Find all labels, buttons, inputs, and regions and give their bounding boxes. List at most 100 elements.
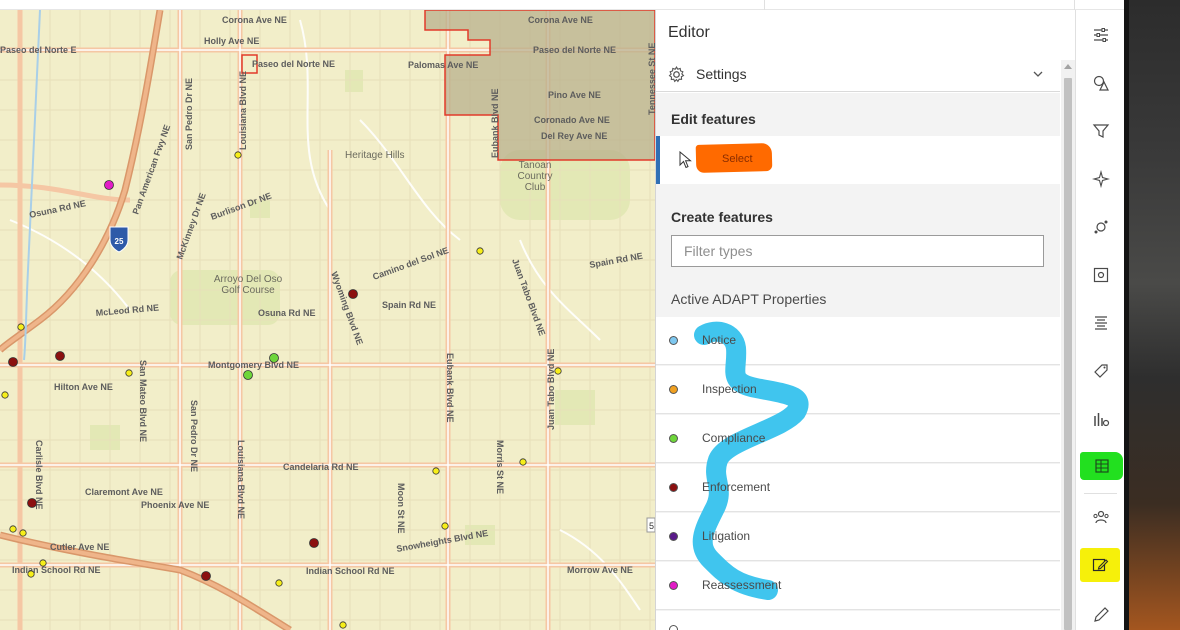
street-label: Osuna Rd NE <box>258 308 316 318</box>
map-point-feature[interactable] <box>27 498 37 508</box>
svg-text:5: 5 <box>649 521 654 531</box>
map-point-feature[interactable] <box>269 353 279 363</box>
map-point-feature[interactable] <box>234 151 242 159</box>
map-point-feature[interactable] <box>275 579 283 587</box>
map-point-feature[interactable] <box>432 467 440 475</box>
layer-row-litigation[interactable]: Litigation <box>656 513 1060 561</box>
sliders-icon[interactable] <box>1084 18 1117 51</box>
settings-row[interactable]: Settings <box>656 58 1060 92</box>
map-point-feature[interactable] <box>1 391 9 399</box>
street-label: Tennessee St NE <box>647 43 655 115</box>
inspection-symbol-icon <box>669 385 678 394</box>
layer-label: Reassessment <box>702 578 782 592</box>
street-label: Indian School Rd NE <box>306 566 395 576</box>
street-label: Morris St NE <box>495 440 505 494</box>
street-label: Louisiana Blvd NE <box>236 440 246 519</box>
layer-row-compliance[interactable]: Compliance <box>656 415 1060 463</box>
place-label: Tanoan Country Club <box>517 160 552 193</box>
street-label: Corona Ave NE <box>528 15 593 25</box>
layer-label: Inspection <box>702 382 757 396</box>
align-icon[interactable] <box>1084 306 1117 339</box>
shapes-icon[interactable] <box>1084 66 1117 99</box>
top-toolbar-strip <box>0 0 1124 10</box>
editor-scrollbar[interactable] <box>1061 60 1075 630</box>
layer-row-notice[interactable]: Notice <box>656 317 1060 365</box>
street-label: Morrow Ave NE <box>567 565 633 575</box>
map-point-feature[interactable] <box>441 522 449 530</box>
map-point-feature[interactable] <box>17 323 25 331</box>
settings-box-icon[interactable] <box>1084 258 1117 291</box>
map-point-feature[interactable] <box>8 357 18 367</box>
compliance-symbol-icon <box>669 434 678 443</box>
street-label: Juan Tabo Blvd NE <box>546 349 556 430</box>
sparkle-icon[interactable] <box>1084 162 1117 195</box>
map-point-feature[interactable] <box>39 559 47 567</box>
street-label: Montgomery Blvd NE <box>208 360 299 370</box>
tag-icon[interactable] <box>1084 354 1117 387</box>
street-label: Phoenix Ave NE <box>141 500 209 510</box>
group-icon[interactable] <box>1084 500 1117 533</box>
map-point-feature[interactable] <box>554 367 562 375</box>
street-label: Candelaria Rd NE <box>283 462 359 472</box>
analysis-icon[interactable] <box>1084 402 1117 435</box>
map-point-feature[interactable] <box>9 525 17 533</box>
window-edge <box>1124 0 1129 630</box>
layer-symbol-icon <box>669 625 678 630</box>
map-point-feature[interactable] <box>27 570 35 578</box>
filter-icon[interactable] <box>1084 114 1117 147</box>
place-label: Arroyo Del Oso Golf Course <box>214 274 283 296</box>
street-label: Coronado Ave NE <box>534 115 610 125</box>
sketch-icon[interactable] <box>1084 210 1117 243</box>
filter-types-input[interactable] <box>671 235 1044 267</box>
map-point-feature[interactable] <box>309 538 319 548</box>
layer-row-partial[interactable] <box>656 611 1060 630</box>
map-view[interactable]: 25 Corona Ave NE Corona Ave NE Holly Ave N… <box>0 10 655 630</box>
street-label: Claremont Ave NE <box>85 487 163 497</box>
layer-row-inspection[interactable]: Inspection <box>656 366 1060 414</box>
street-label: San Mateo Blvd NE <box>138 360 148 442</box>
reassessment-symbol-icon <box>669 581 678 590</box>
street-label: Pino Ave NE <box>548 90 601 100</box>
street-label: Cutler Ave NE <box>50 542 109 552</box>
layer-label: Notice <box>702 333 737 347</box>
editor-title: Editor <box>668 24 710 41</box>
settings-label: Settings <box>696 66 747 82</box>
map-point-feature[interactable] <box>19 529 27 537</box>
map-point-feature[interactable] <box>125 369 133 377</box>
map-point-feature[interactable] <box>201 571 211 581</box>
map-point-feature[interactable] <box>55 351 65 361</box>
street-label: San Pedro Dr NE <box>184 78 194 150</box>
scrollbar-thumb[interactable] <box>1064 78 1072 630</box>
map-point-feature[interactable] <box>339 621 347 629</box>
street-label: Holly Ave NE <box>204 36 259 46</box>
layer-label: Compliance <box>702 431 766 445</box>
toolbar-separator <box>764 0 765 10</box>
street-label: Corona Ave NE <box>222 15 287 25</box>
layer-label: Litigation <box>702 529 751 543</box>
litigation-symbol-icon <box>669 532 678 541</box>
edit-icon[interactable] <box>1080 548 1120 582</box>
chevron-down-icon <box>1033 71 1043 77</box>
street-label: Hilton Ave NE <box>54 382 113 392</box>
create-features-title: Create features <box>671 209 773 225</box>
street-label: Paseo del Norte NE <box>252 59 335 69</box>
street-label: Eubank Blvd NE <box>445 353 455 423</box>
map-point-feature[interactable] <box>104 180 114 190</box>
street-label: Carlisle Blvd NE <box>34 440 44 510</box>
scroll-up-arrow-icon[interactable] <box>1064 64 1072 69</box>
layer-row-enforcement[interactable]: Enforcement <box>656 464 1060 512</box>
map-point-feature[interactable] <box>348 289 358 299</box>
select-tool-row[interactable]: Select <box>656 136 1060 184</box>
action-separator <box>1084 493 1117 494</box>
map-point-feature[interactable] <box>243 370 253 380</box>
map-point-feature[interactable] <box>476 247 484 255</box>
layer-row-reassessment[interactable]: Reassessment <box>656 562 1060 610</box>
pen-icon[interactable] <box>1084 598 1117 630</box>
place-label: Heritage Hills <box>345 150 404 161</box>
map-point-feature[interactable] <box>519 458 527 466</box>
table-list-icon[interactable] <box>1080 452 1123 480</box>
street-label: Moon St NE <box>396 483 406 534</box>
action-bar <box>1075 10 1124 630</box>
street-label: Louisiana Blvd NE <box>238 71 248 150</box>
svg-text:25: 25 <box>115 237 124 246</box>
